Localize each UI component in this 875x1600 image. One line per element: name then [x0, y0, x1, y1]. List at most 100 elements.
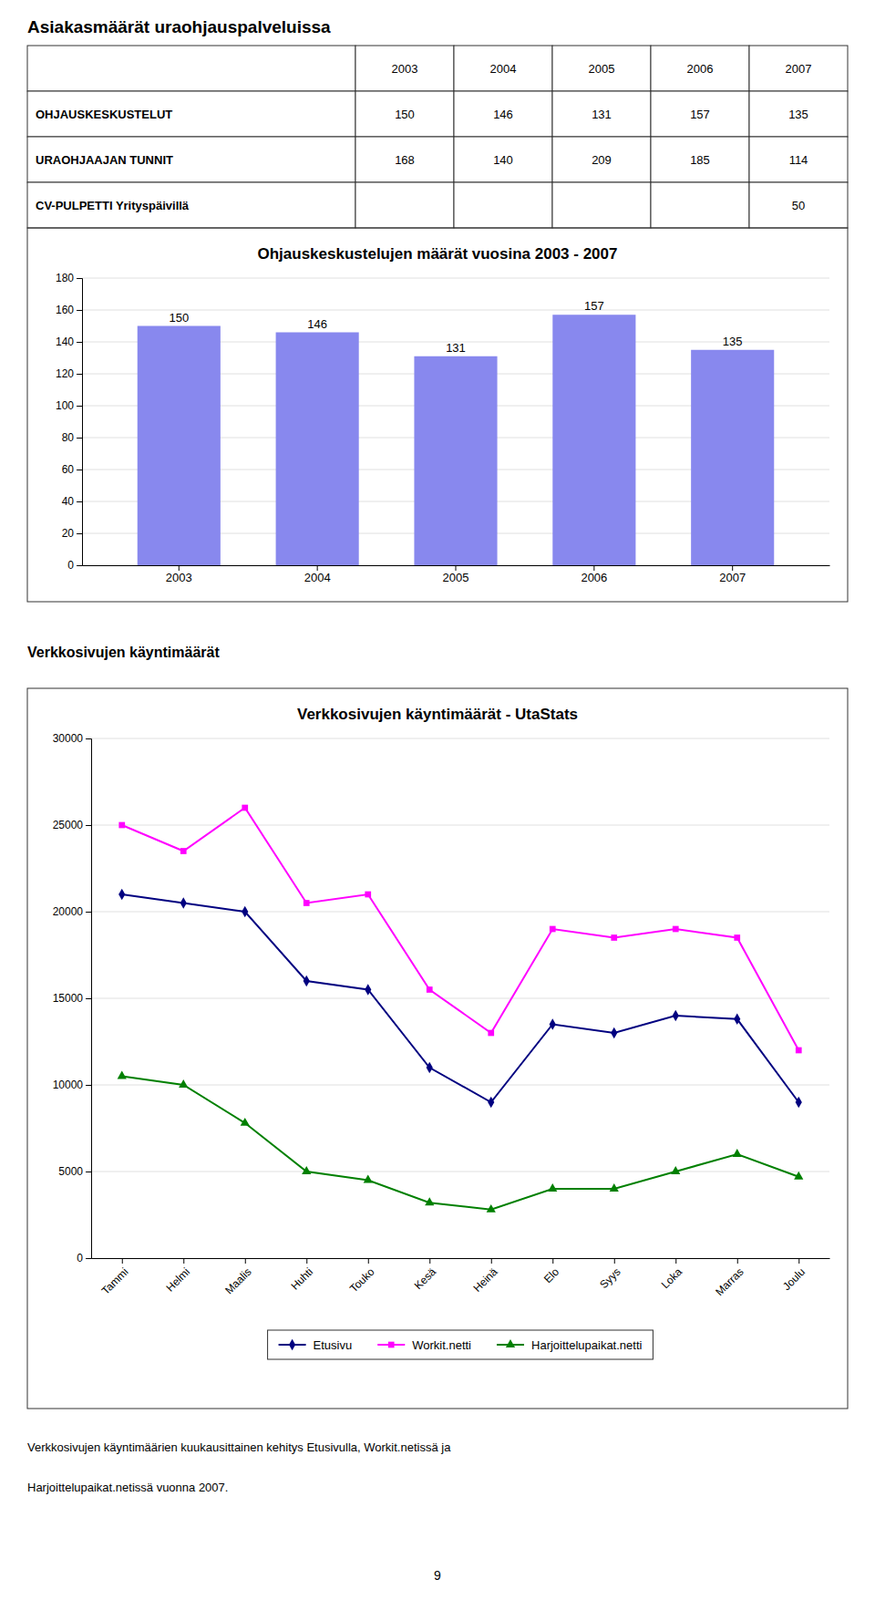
tick-label: 0 — [67, 558, 74, 572]
table-value: 114 — [789, 153, 809, 167]
tick-mark — [76, 277, 83, 279]
table-cell — [552, 182, 651, 228]
data-label: 157 — [584, 298, 605, 313]
series-marker — [364, 983, 371, 995]
tick-label: Syys — [597, 1265, 623, 1291]
tick: 30000 — [52, 731, 92, 745]
bars — [137, 314, 775, 566]
grid-line — [82, 277, 830, 279]
tick: Maalis — [222, 1257, 254, 1297]
tick: 20 — [61, 526, 83, 540]
series-marker — [118, 822, 125, 829]
series-marker — [795, 1047, 803, 1054]
section-label: Verkkosivujen käyntimäärät — [27, 644, 220, 660]
legend-marker — [388, 1341, 395, 1349]
tick: Syys — [597, 1257, 623, 1291]
tick-mark — [614, 1257, 616, 1264]
tick-label: 160 — [55, 303, 74, 317]
table-cell — [650, 91, 750, 137]
series-marker — [549, 926, 556, 933]
tick-mark — [368, 1257, 370, 1264]
x-axis: 20032004200520062007 — [82, 565, 831, 585]
tick-label: 20 — [61, 526, 75, 540]
tick-mark — [798, 1257, 800, 1264]
tick-mark — [76, 309, 83, 311]
tick: 2005 — [442, 565, 470, 585]
series-marker — [117, 1070, 127, 1080]
series-marker — [301, 1165, 311, 1174]
series-line — [122, 1076, 800, 1210]
tick-mark — [85, 911, 92, 913]
table-cell — [749, 136, 848, 183]
tick: 80 — [61, 431, 83, 444]
series-marker — [487, 1096, 495, 1108]
tick-mark — [85, 998, 92, 999]
legend-item: Harjoittelupaikat.netti — [496, 1338, 643, 1352]
tick-label: Loka — [658, 1265, 686, 1292]
table-value: 135 — [788, 107, 809, 122]
series-marker — [733, 1013, 741, 1025]
legend-marker — [288, 1338, 296, 1350]
data-label: 146 — [307, 317, 328, 331]
tick-mark — [76, 341, 83, 343]
axis-line — [92, 1257, 831, 1259]
series-marker — [426, 1061, 433, 1073]
grid-line — [91, 998, 830, 999]
tick-label: 2007 — [719, 570, 746, 585]
tick-mark — [76, 501, 83, 503]
table-value: 150 — [394, 107, 415, 122]
tick-label: 10000 — [52, 1078, 84, 1092]
data-label: 150 — [168, 310, 189, 325]
table-cell — [453, 91, 553, 137]
data-label: 135 — [722, 334, 743, 349]
tick-label: 40 — [61, 494, 75, 508]
tick-label: 2006 — [580, 570, 608, 585]
series-marker — [672, 1009, 680, 1021]
series-marker — [487, 1029, 495, 1037]
chart: Verkkosivujen käyntimäärät - UtaStats050… — [27, 688, 848, 1409]
tick-label: 15000 — [52, 991, 84, 1005]
footer-text: Harjoittelupaikat.netissä vuonna 2007. — [27, 1480, 228, 1494]
tick: Elo — [541, 1257, 562, 1286]
tick-label: Touko — [347, 1265, 378, 1296]
table-cell — [749, 45, 848, 92]
table-cell — [27, 45, 356, 92]
lines — [117, 804, 804, 1213]
tick-mark — [122, 1257, 124, 1264]
table-value: 185 — [689, 153, 711, 167]
table-cell — [355, 91, 454, 137]
tick-mark — [85, 1084, 92, 1086]
tick-label: Elo — [541, 1265, 562, 1286]
footer-text: Verkkosivujen käyntimäärien kuukausittai… — [27, 1440, 452, 1454]
page: Asiakasmäärät uraohjauspalveluissa200320… — [0, 0, 875, 1600]
series-marker — [241, 905, 248, 917]
tick-label: Helmi — [163, 1265, 193, 1295]
table-cell — [355, 136, 454, 183]
legend-item: Workit.netti — [377, 1338, 472, 1352]
bar — [137, 326, 221, 567]
series-marker — [732, 1148, 742, 1157]
tick: Heinä — [471, 1257, 501, 1295]
legend-label: Etusivu — [313, 1338, 353, 1352]
series-marker — [672, 926, 680, 933]
tick: 2006 — [580, 565, 608, 585]
tick: Tammi — [99, 1257, 132, 1298]
grid-line — [91, 1257, 830, 1259]
grid-line — [91, 911, 830, 913]
grid-line — [91, 824, 830, 826]
tick-label: Heinä — [471, 1265, 501, 1295]
tick: 10000 — [52, 1078, 92, 1092]
series-marker — [426, 986, 433, 993]
table-header: 2003 — [391, 61, 419, 76]
legend-label: Workit.netti — [411, 1338, 472, 1352]
tick: Loka — [658, 1257, 686, 1291]
tick: 140 — [55, 335, 83, 349]
table-value: 157 — [689, 107, 711, 122]
table-cell — [355, 45, 454, 92]
table-row-label: OHJAUSKESKUSTELUT — [35, 107, 173, 122]
tick-label: 0 — [76, 1251, 83, 1265]
series-marker — [610, 1027, 618, 1039]
table-cell — [749, 91, 848, 137]
tick-mark — [85, 1171, 92, 1173]
tick: 120 — [55, 367, 83, 381]
